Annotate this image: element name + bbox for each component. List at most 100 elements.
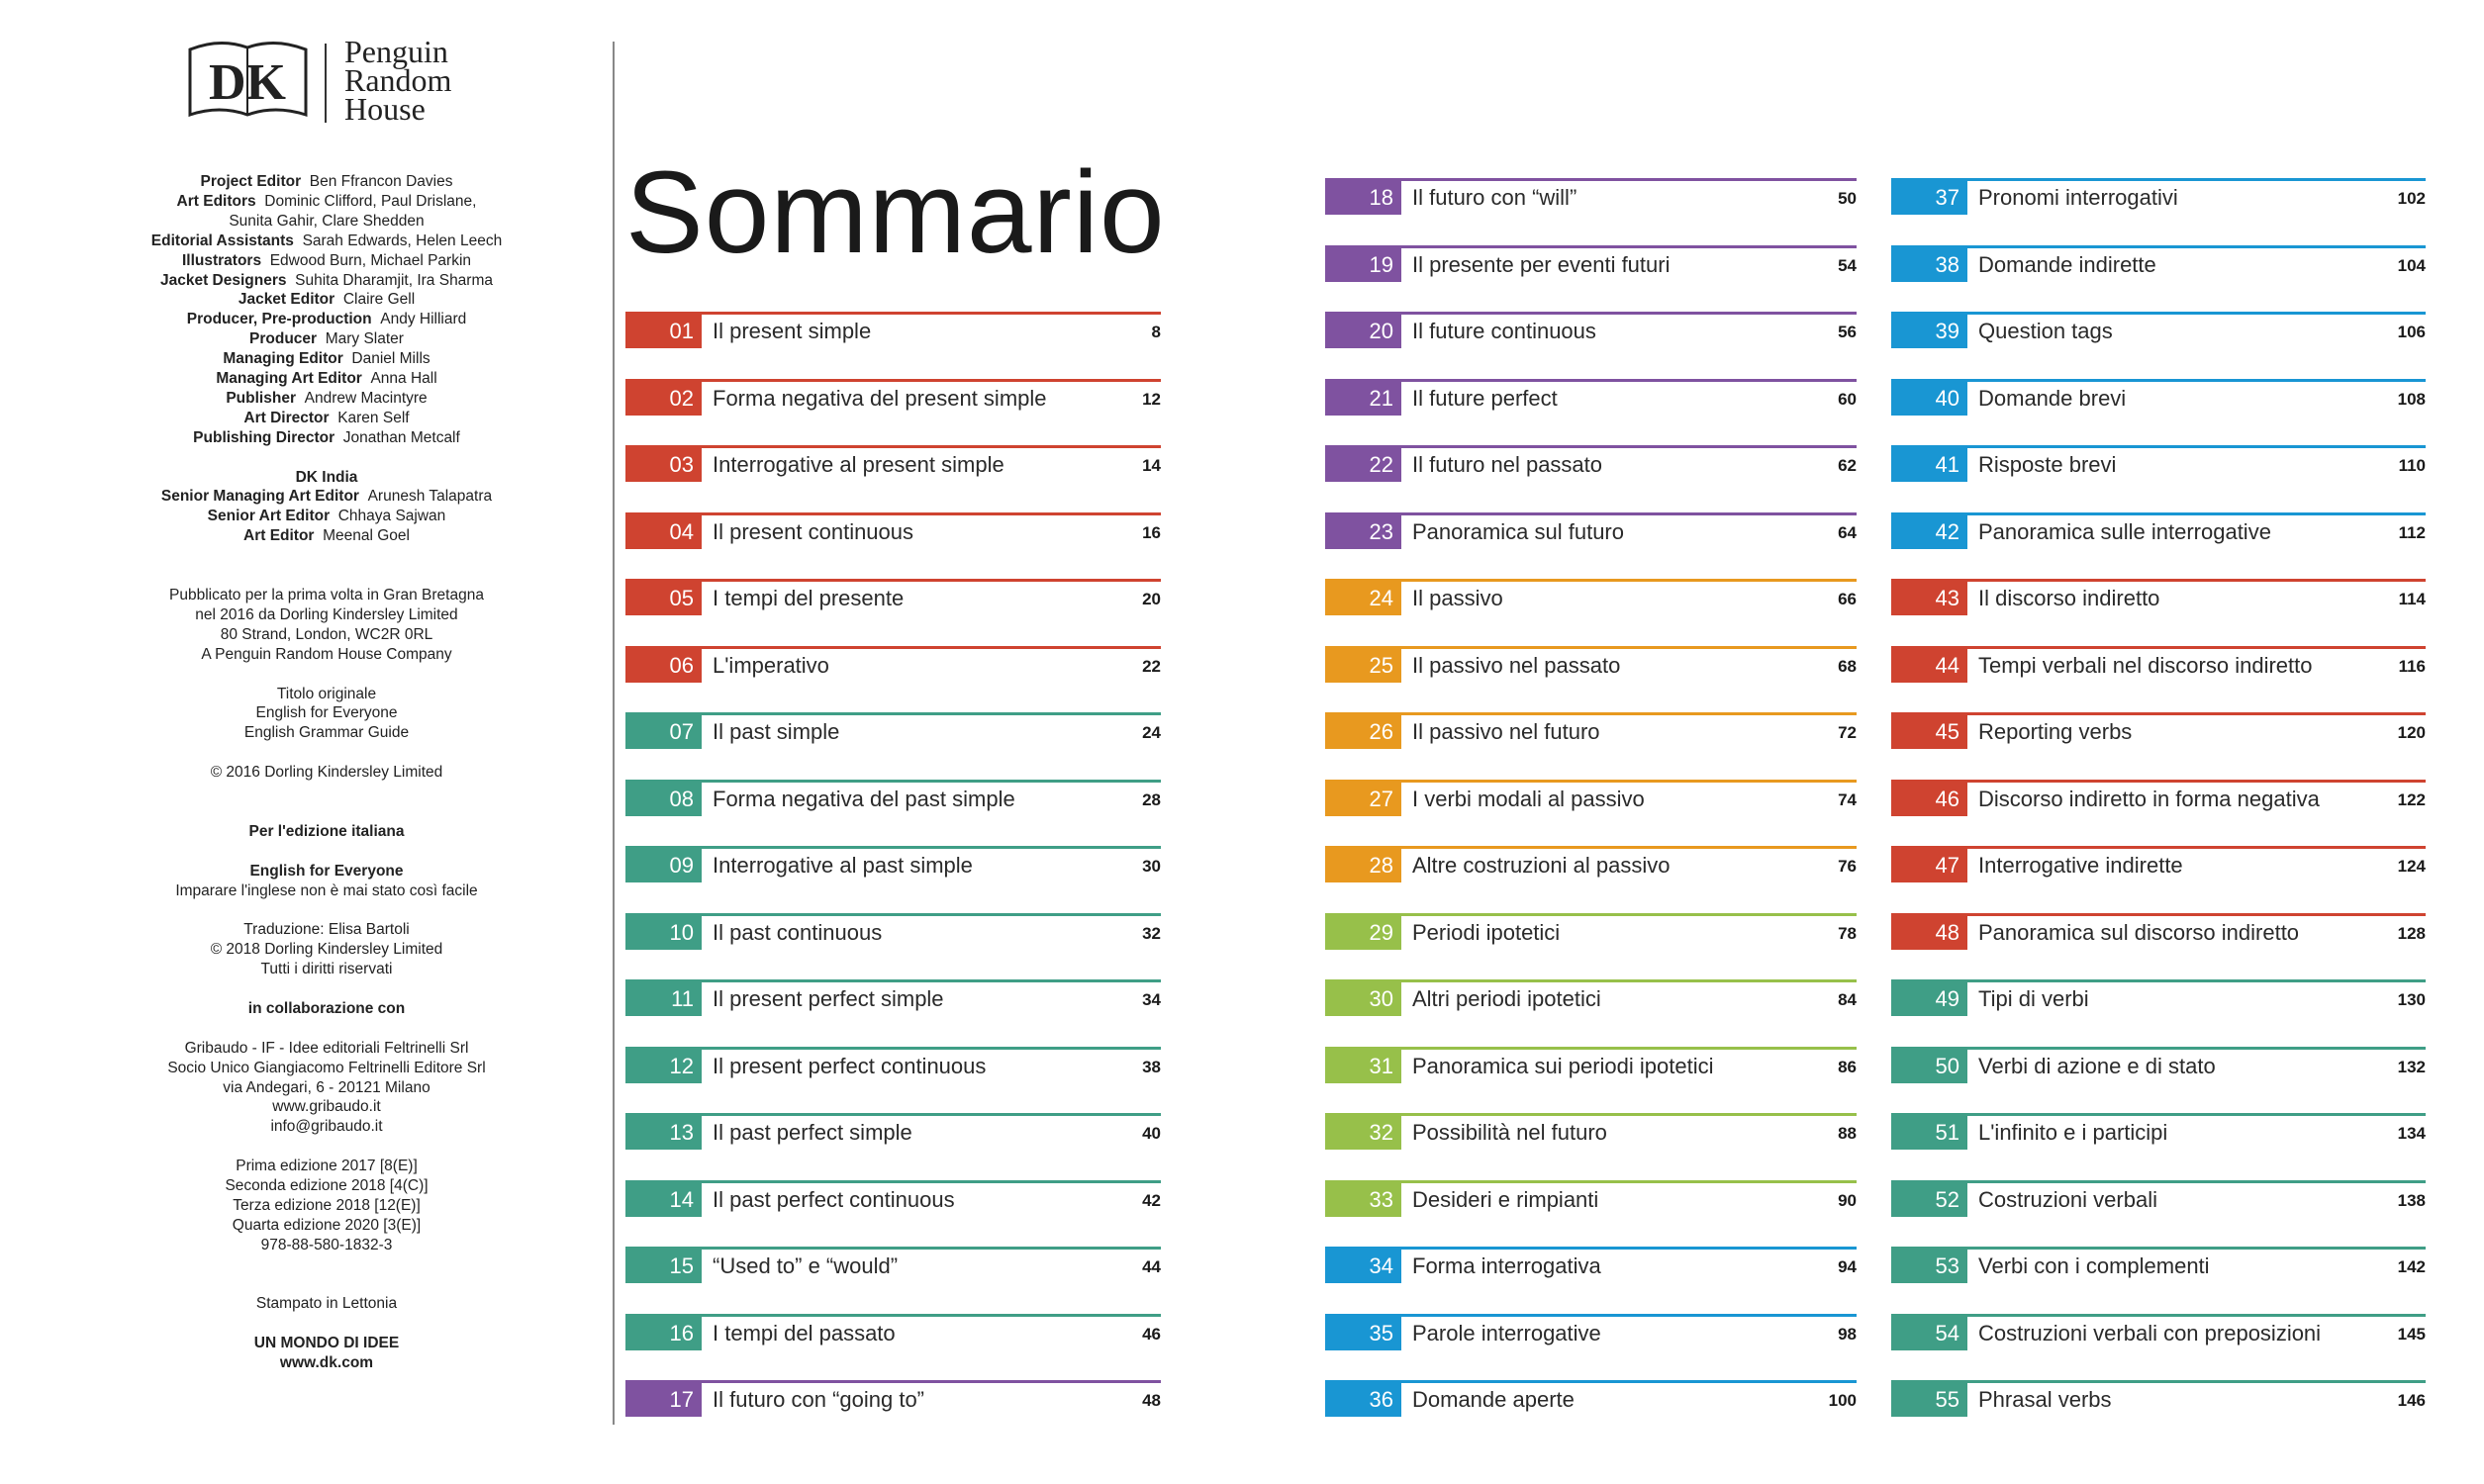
toc-entry[interactable]: 21 Il future perfect 60 [1325,379,1857,418]
chapter-number-badge: 13 [625,1116,702,1150]
toc-entry[interactable]: 02 Forma negativa del present simple 12 [625,379,1161,418]
toc-entry[interactable]: 40 Domande brevi 108 [1891,379,2426,418]
chapter-number-badge: 49 [1891,982,1967,1016]
toc-entry[interactable]: 25 Il passivo nel passato 68 [1325,646,1857,686]
toc-entry[interactable]: 15 “Used to” e “would” 44 [625,1247,1161,1286]
toc-rule [1891,1113,2426,1116]
credit-line: Senior Art Editor Chhaya Sajwan [99,507,554,526]
page-number: 124 [2397,857,2426,876]
toc-entry[interactable]: 11 Il present perfect simple 34 [625,979,1161,1019]
toc-entry[interactable]: 06 L'imperativo 22 [625,646,1161,686]
toc-entry[interactable]: 14 Il past perfect continuous 42 [625,1180,1161,1220]
toc-entry[interactable]: 04 Il present continuous 16 [625,512,1161,552]
chapter-title: Altre costruzioni al passivo [1412,853,1671,878]
toc-entry[interactable]: 37 Pronomi interrogativi 102 [1891,178,2426,218]
toc-entry[interactable]: 03 Interrogative al present simple 14 [625,445,1161,485]
credits-heading: www.dk.com [279,1354,374,1372]
credits-spacer [99,802,554,822]
toc-entry[interactable]: 45 Reporting verbs 120 [1891,712,2426,752]
credit-role: Jacket Designers [159,271,287,289]
toc-entry[interactable]: 43 Il discorso indiretto 114 [1891,579,2426,618]
toc-entry[interactable]: 41 Risposte brevi 110 [1891,445,2426,485]
toc-entry[interactable]: 19 Il presente per eventi futuri 54 [1325,245,1857,285]
toc-entry[interactable]: 44 Tempi verbali nel discorso indiretto 11… [1891,646,2426,686]
toc-entry[interactable]: 30 Altri periodi ipotetici 84 [1325,979,1857,1019]
toc-entry[interactable]: 35 Parole interrogative 98 [1325,1314,1857,1353]
toc-entry[interactable]: 01 Il present simple 8 [625,312,1161,351]
toc-entry[interactable]: 26 Il passivo nel futuro 72 [1325,712,1857,752]
credits-text: nel 2016 da Dorling Kindersley Limited [195,605,458,623]
toc-entry[interactable]: 51 L'infinito e i participi 134 [1891,1113,2426,1153]
toc-entry[interactable]: 22 Il futuro nel passato 62 [1325,445,1857,485]
page-number: 102 [2397,189,2426,208]
toc-entry[interactable]: 49 Tipi di verbi 130 [1891,979,2426,1019]
toc-entry[interactable]: 42 Panoramica sulle interrogative 112 [1891,512,2426,552]
credit-name: Daniel Mills [351,350,430,368]
toc-entry[interactable]: 39 Question tags 106 [1891,312,2426,351]
svg-text:DK: DK [209,54,287,111]
chapter-title: I tempi del passato [713,1321,896,1345]
page-number: 142 [2397,1257,2426,1276]
toc-entry[interactable]: 53 Verbi con i complementi 142 [1891,1247,2426,1286]
chapter-title: Domande indirette [1978,252,2156,277]
toc-entry[interactable]: 08 Forma negativa del past simple 28 [625,780,1161,819]
toc-entry[interactable]: 34 Forma interrogativa 94 [1325,1247,1857,1286]
toc-entry[interactable]: 17 Il futuro con “going to” 48 [625,1380,1161,1420]
credits-heading: Per l'edizione italiana [248,822,405,840]
toc-entry[interactable]: 47 Interrogative indirette 124 [1891,846,2426,885]
credit-line: Jacket Designers Suhita Dharamjit, Ira S… [99,271,554,291]
page-number: 54 [1838,256,1857,275]
chapter-title: Domande aperte [1412,1387,1575,1412]
credits-text: Tutti i diritti riservati [260,961,393,978]
toc-entry[interactable]: 18 Il futuro con “will” 50 [1325,178,1857,218]
toc-entry[interactable]: 24 Il passivo 66 [1325,579,1857,618]
page-number: 122 [2397,790,2426,809]
toc-entry[interactable]: 54 Costruzioni verbali con preposizioni 14… [1891,1314,2426,1353]
toc-entry[interactable]: 50 Verbi di azione e di stato 132 [1891,1047,2426,1086]
page-number: 98 [1838,1325,1857,1344]
publisher-line: Penguin [344,34,448,69]
toc-entry[interactable]: 46 Discorso indiretto in forma negativa 12… [1891,780,2426,819]
toc-rule [625,1314,1161,1317]
toc-entry[interactable]: 31 Panoramica sui periodi ipotetici 86 [1325,1047,1857,1086]
toc-entry[interactable]: 55 Phrasal verbs 146 [1891,1380,2426,1420]
toc-entry[interactable]: 33 Desideri e rimpianti 90 [1325,1180,1857,1220]
toc-entry[interactable]: 05 I tempi del presente 20 [625,579,1161,618]
chapter-number-badge: 51 [1891,1116,1967,1150]
page-number: 112 [2398,523,2426,542]
chapter-number-badge: 03 [625,448,702,482]
credits-text: www.gribaudo.it [272,1098,381,1116]
chapter-number-badge: 30 [1325,982,1401,1016]
page-number: 66 [1838,590,1857,608]
toc-entry[interactable]: 28 Altre costruzioni al passivo 76 [1325,846,1857,885]
toc-rule [625,1247,1161,1250]
toc-entry[interactable]: 38 Domande indirette 104 [1891,245,2426,285]
toc-entry[interactable]: 29 Periodi ipotetici 78 [1325,913,1857,953]
chapter-title: Forma negativa del past simple [713,787,1015,811]
toc-entry[interactable]: 16 I tempi del passato 46 [625,1314,1161,1353]
chapter-number-badge: 27 [1325,783,1401,816]
page-number: 128 [2397,924,2426,943]
toc-entry[interactable]: 48 Panoramica sul discorso indiretto 128 [1891,913,2426,953]
toc-entry[interactable]: 12 Il present perfect continuous 38 [625,1047,1161,1086]
credits-spacer [99,1255,554,1275]
chapter-number-badge: 24 [1325,582,1401,615]
toc-entry[interactable]: 27 I verbi modali al passivo 74 [1325,780,1857,819]
toc-entry[interactable]: 52 Costruzioni verbali 138 [1891,1180,2426,1220]
column-divider [613,42,615,1425]
toc-entry[interactable]: 20 Il future continuous 56 [1325,312,1857,351]
credit-name: Jonathan Metcalf [342,428,460,446]
toc-entry[interactable]: 32 Possibilità nel futuro 88 [1325,1113,1857,1153]
chapter-number-badge: 53 [1891,1250,1967,1283]
toc-entry[interactable]: 09 Interrogative al past simple 30 [625,846,1161,885]
toc-entry[interactable]: 13 Il past perfect simple 40 [625,1113,1161,1153]
page-number: 130 [2397,990,2426,1009]
credit-role: Art Editor [243,527,315,545]
toc-entry[interactable]: 36 Domande aperte 100 [1325,1380,1857,1420]
credit-line: Project Editor Ben Ffrancon Davies [99,172,554,192]
page-number: 90 [1838,1191,1857,1210]
toc-entry[interactable]: 07 Il past simple 24 [625,712,1161,752]
toc-entry[interactable]: 23 Panoramica sul futuro 64 [1325,512,1857,552]
toc-rule [625,445,1161,448]
toc-entry[interactable]: 10 Il past continuous 32 [625,913,1161,953]
